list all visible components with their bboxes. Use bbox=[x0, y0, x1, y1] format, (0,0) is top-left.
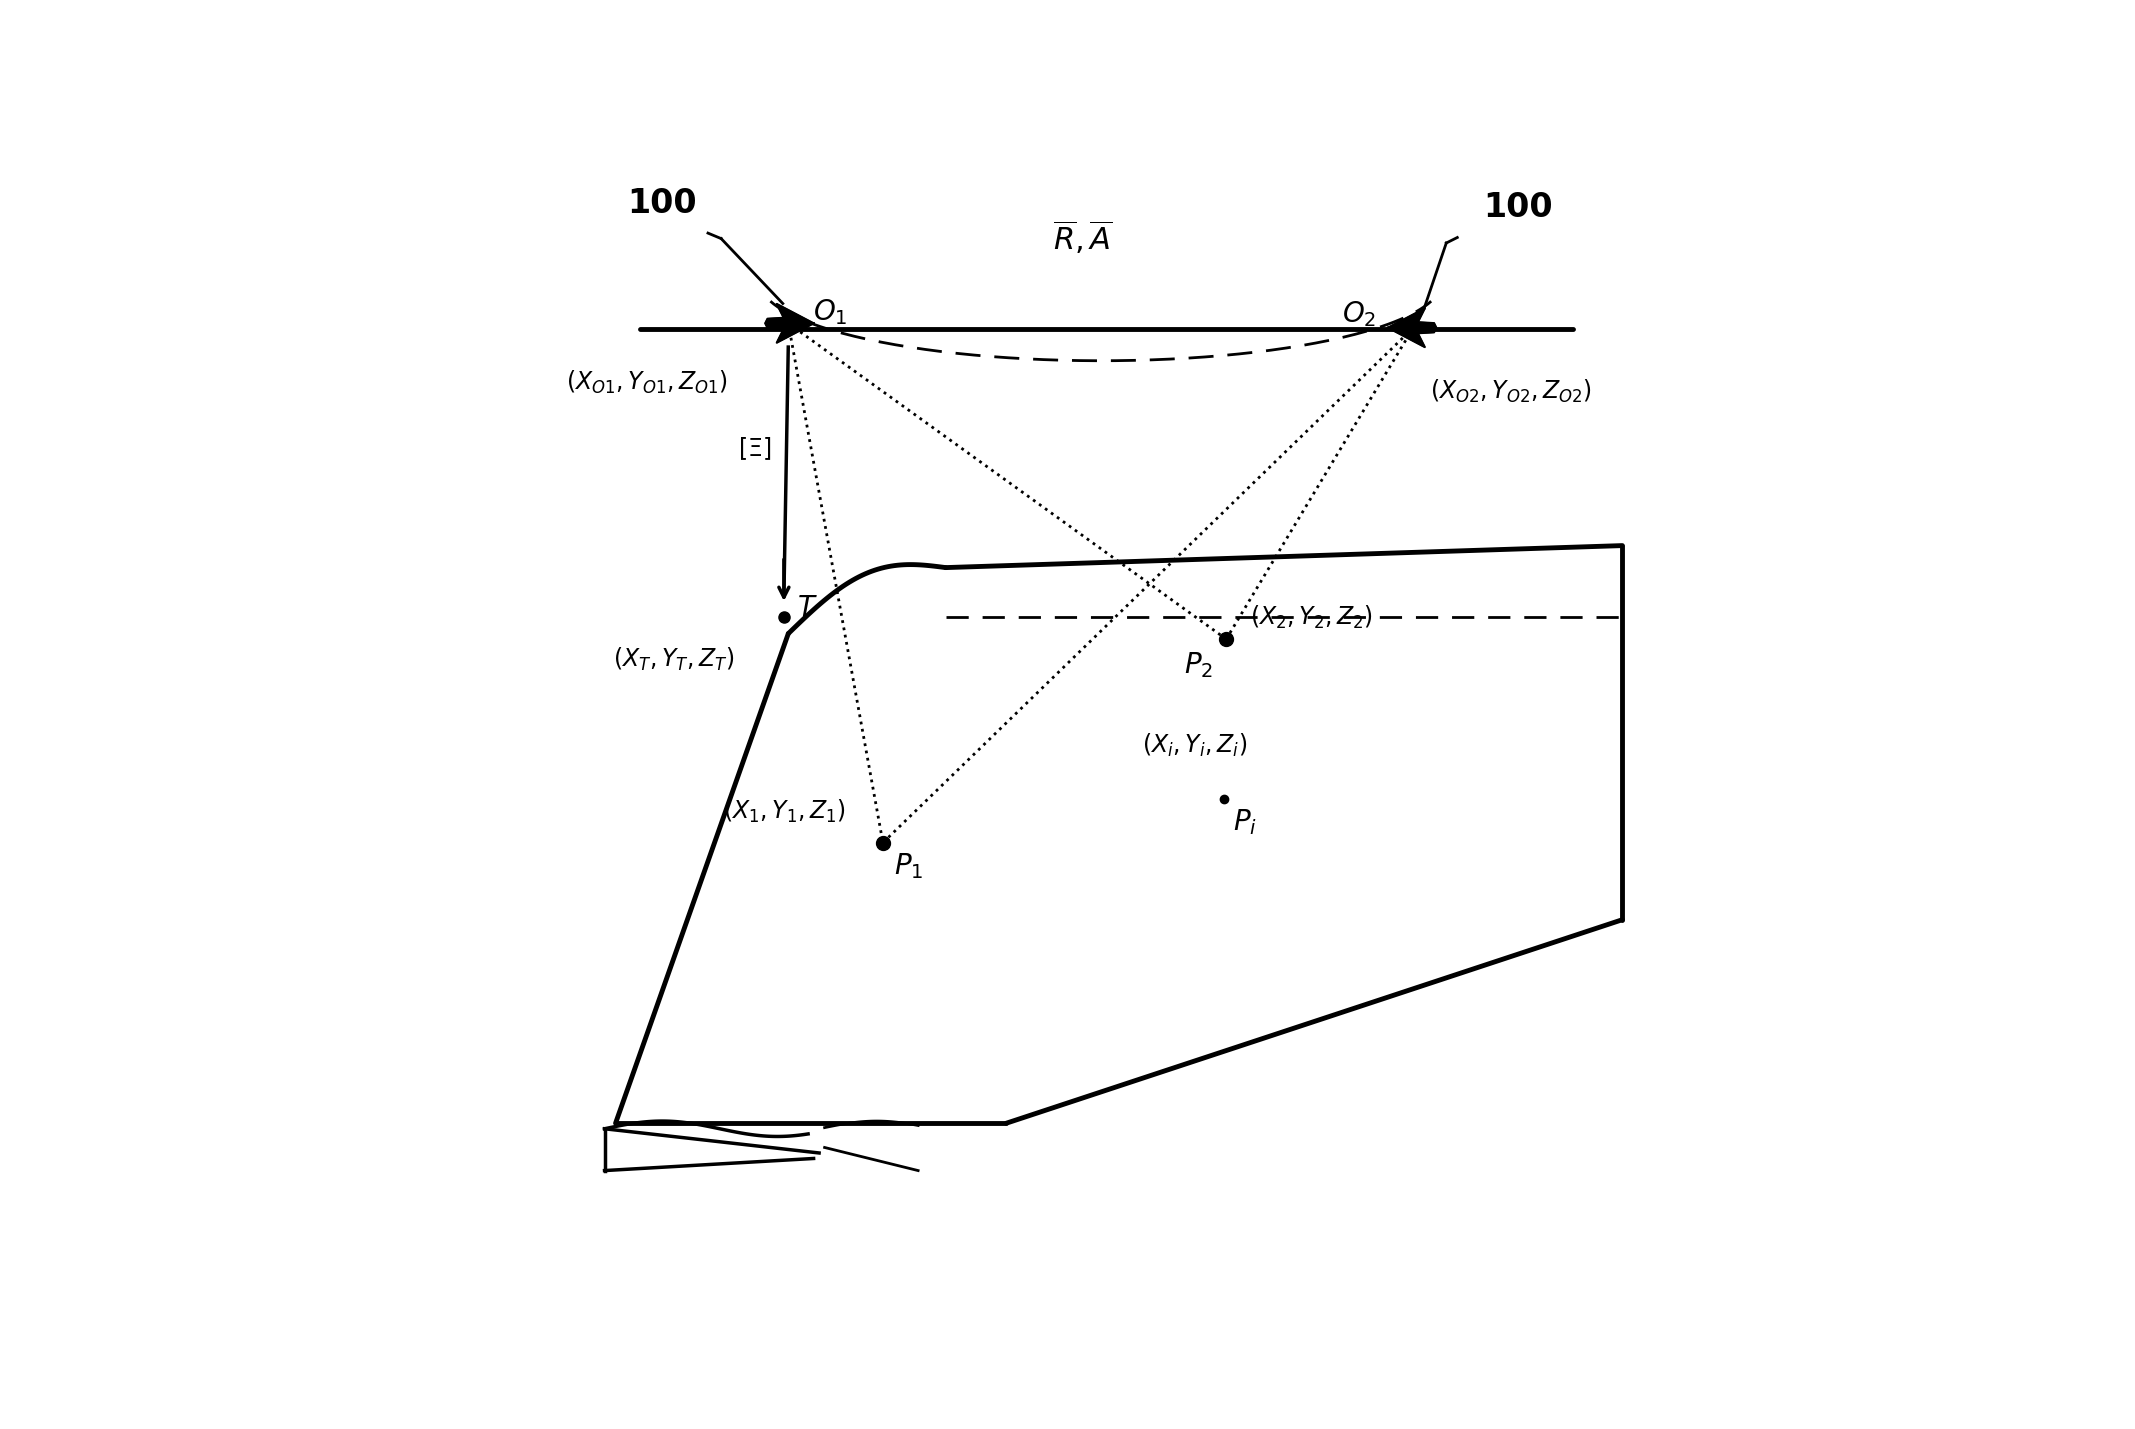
Polygon shape bbox=[1388, 309, 1437, 347]
Text: 100: 100 bbox=[628, 187, 696, 220]
Text: $(X_i,Y_i,Z_i)$: $(X_i,Y_i,Z_i)$ bbox=[1142, 732, 1247, 759]
Text: $(X_{O1},Y_{O1},Z_{O1})$: $(X_{O1},Y_{O1},Z_{O1})$ bbox=[566, 369, 728, 396]
Text: $P_2$: $P_2$ bbox=[1185, 650, 1213, 680]
Text: $(X_1,Y_1,Z_1)$: $(X_1,Y_1,Z_1)$ bbox=[724, 799, 845, 826]
Text: $\overline{R},\overline{A}$: $\overline{R},\overline{A}$ bbox=[1053, 219, 1112, 256]
Text: $(X_T,Y_T,Z_T)$: $(X_T,Y_T,Z_T)$ bbox=[613, 646, 734, 673]
Text: $P_1$: $P_1$ bbox=[895, 852, 922, 882]
Text: $O_1$: $O_1$ bbox=[813, 297, 848, 327]
Text: $T$: $T$ bbox=[796, 594, 818, 622]
Text: $[\Xi]$: $[\Xi]$ bbox=[739, 434, 771, 462]
Text: $(X_{O2},Y_{O2},Z_{O2})$: $(X_{O2},Y_{O2},Z_{O2})$ bbox=[1430, 377, 1593, 406]
Text: $O_2$: $O_2$ bbox=[1341, 300, 1375, 330]
Text: $(X_2,Y_2,Z_2)$: $(X_2,Y_2,Z_2)$ bbox=[1251, 603, 1373, 630]
Text: $P_i$: $P_i$ bbox=[1232, 807, 1258, 837]
Text: 100: 100 bbox=[1484, 191, 1552, 224]
Polygon shape bbox=[764, 304, 813, 343]
